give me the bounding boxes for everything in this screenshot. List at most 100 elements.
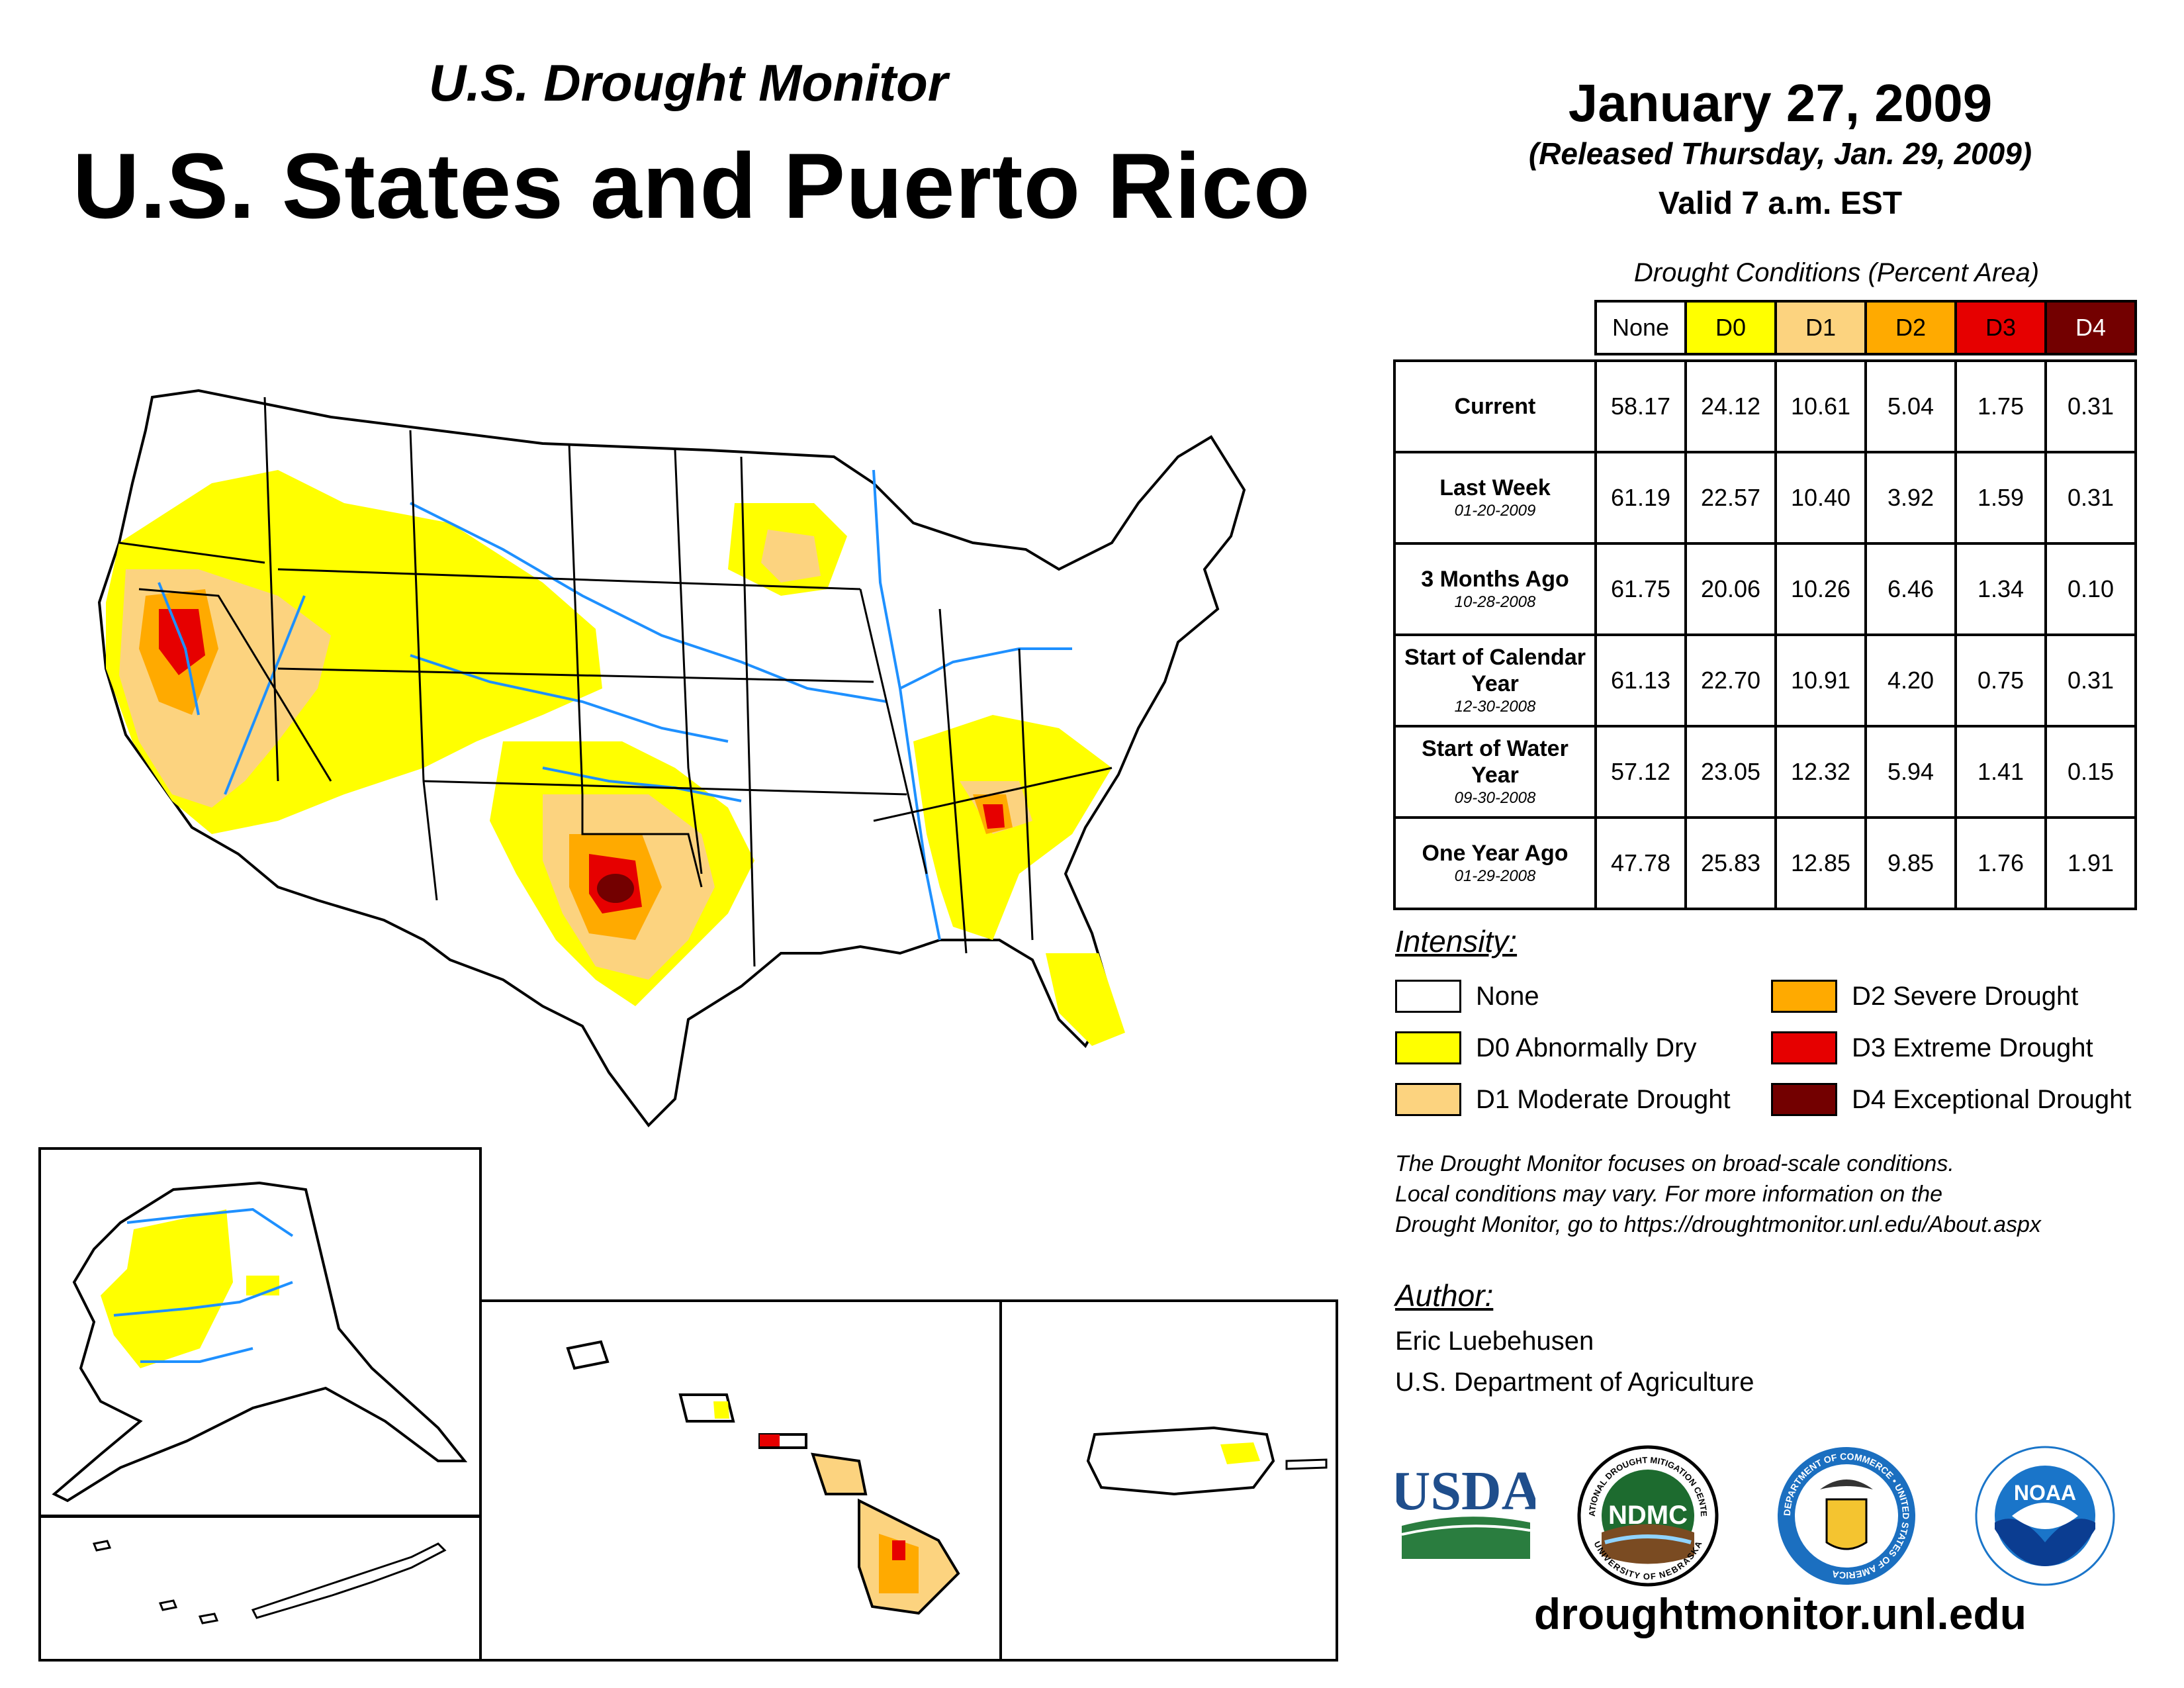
legend-item: D4 Exceptional Drought bbox=[1771, 1083, 2131, 1116]
legend-item: D3 Extreme Drought bbox=[1771, 1031, 2093, 1064]
table-cell: 9.85 bbox=[1864, 816, 1957, 910]
row-label-text: Current bbox=[1454, 394, 1536, 419]
table-cell: 0.31 bbox=[2044, 451, 2137, 545]
table-cell: 0.10 bbox=[2044, 542, 2137, 636]
table-cell: 10.61 bbox=[1774, 359, 1867, 453]
table-cell: 47.78 bbox=[1594, 816, 1687, 910]
alaska-outline bbox=[52, 1181, 468, 1503]
author-block: Eric Luebehusen U.S. Department of Agric… bbox=[1395, 1321, 1754, 1403]
table-cell: 5.94 bbox=[1864, 725, 1957, 819]
noaa-logo-text: NOAA bbox=[2014, 1481, 2076, 1505]
table-cell: 0.75 bbox=[1954, 633, 2047, 727]
table-cell: 0.31 bbox=[2044, 633, 2137, 727]
legend-label: D4 Exceptional Drought bbox=[1852, 1084, 2132, 1114]
hawaii-map bbox=[566, 1340, 960, 1615]
aleutians-map bbox=[92, 1540, 447, 1624]
drought-conditions-table: None D0 D1 D2 D3 D4 Current 58.17 24.12 10.… bbox=[1393, 300, 2137, 910]
table-caption: Drought Conditions (Percent Area) bbox=[1633, 258, 2040, 287]
ndmc-logo: NDMC NATIONAL DROUGHT MITIGATION CENTER … bbox=[1575, 1443, 1719, 1587]
header-d1: D1 bbox=[1774, 300, 1867, 355]
legend-label: D0 Abnormally Dry bbox=[1476, 1033, 1697, 1062]
table-cell: 4.20 bbox=[1864, 633, 1957, 727]
table-cell: 5.04 bbox=[1864, 359, 1957, 453]
legend-item: D1 Moderate Drought bbox=[1395, 1083, 1731, 1116]
table-row: One Year Ago 01-29-2008 47.78 25.83 12.85 9.8… bbox=[1393, 816, 2137, 910]
valid-time: Valid 7 a.m. EST bbox=[1658, 186, 1903, 221]
table-cell: 10.40 bbox=[1774, 451, 1867, 545]
table-cell: 1.91 bbox=[2044, 816, 2137, 910]
table-cell: 12.85 bbox=[1774, 816, 1867, 910]
map-date: January 27, 2009 bbox=[1568, 73, 1993, 132]
department-of-commerce-seal: DEPARTMENT OF COMMERCE • UNITED STATES O… bbox=[1778, 1447, 1915, 1585]
row-label: Start of Calendar Year 12-30-2008 bbox=[1393, 633, 1597, 727]
row-label-text: Start of Calendar Year bbox=[1404, 645, 1586, 696]
row-label-text: 3 Months Ago bbox=[1421, 567, 1569, 592]
puerto-rico-panel bbox=[999, 1299, 1338, 1662]
legend-swatch bbox=[1771, 980, 1837, 1013]
table-cell: 61.13 bbox=[1594, 633, 1687, 727]
legend-swatch bbox=[1395, 1031, 1461, 1064]
table-header-row: None D0 D1 D2 D3 D4 bbox=[1394, 300, 2137, 355]
row-label: Last Week 01-20-2009 bbox=[1393, 451, 1597, 545]
legend-swatch bbox=[1771, 1083, 1837, 1116]
table-cell: 61.75 bbox=[1594, 542, 1687, 636]
note-line-2: Local conditions may vary. For more info… bbox=[1395, 1182, 1943, 1207]
table-row: Start of Water Year 09-30-2008 57.12 23.05 1… bbox=[1393, 725, 2137, 819]
legend-swatch bbox=[1771, 1031, 1837, 1064]
table-cell: 1.75 bbox=[1954, 359, 2047, 453]
table-cell: 23.05 bbox=[1684, 725, 1777, 819]
alaska-d0 bbox=[101, 1209, 233, 1368]
d4-region bbox=[597, 874, 634, 903]
row-date: 10-28-2008 bbox=[1454, 593, 1536, 611]
hawaii-d3-small bbox=[760, 1434, 780, 1446]
row-date: 01-29-2008 bbox=[1454, 867, 1536, 885]
header-d3: D3 bbox=[1954, 300, 2047, 355]
alaska-map bbox=[52, 1181, 468, 1503]
map-title: U.S. States and Puerto Rico bbox=[72, 134, 1311, 238]
legend-item: D0 Abnormally Dry bbox=[1395, 1031, 1696, 1064]
legend-swatch bbox=[1395, 1083, 1461, 1116]
usda-logo-text: USDA bbox=[1396, 1460, 1535, 1522]
header-d0: D0 bbox=[1684, 300, 1777, 355]
legend-item: None bbox=[1395, 980, 1539, 1013]
legend-label: D1 Moderate Drought bbox=[1476, 1084, 1731, 1114]
table-cell: 1.59 bbox=[1954, 451, 2047, 545]
table-row: Last Week 01-20-2009 61.19 22.57 10.40 3.92 1.… bbox=[1393, 451, 2137, 545]
usda-logo: USDA bbox=[1396, 1460, 1535, 1559]
ndmc-logo-text: NDMC bbox=[1608, 1501, 1688, 1530]
hawaii-d2 bbox=[879, 1534, 919, 1593]
table-cell: 57.12 bbox=[1594, 725, 1687, 819]
row-date: 01-20-2009 bbox=[1454, 502, 1536, 520]
noaa-logo: NOAA bbox=[1975, 1446, 2115, 1586]
author-name: Eric Luebehusen bbox=[1395, 1327, 1594, 1356]
table-cell: 22.57 bbox=[1684, 451, 1777, 545]
row-label-text: One Year Ago bbox=[1422, 841, 1569, 866]
author-heading: Author: bbox=[1395, 1278, 1494, 1313]
note-line-1: The Drought Monitor focuses on broad-sca… bbox=[1395, 1151, 1954, 1176]
state-borders bbox=[118, 397, 1113, 967]
table-cell: 3.92 bbox=[1864, 451, 1957, 545]
table-cell: 22.70 bbox=[1684, 633, 1777, 727]
map-subtitle: U.S. Drought Monitor bbox=[428, 54, 948, 112]
row-label-text: Last Week bbox=[1439, 475, 1551, 500]
table-cell: 10.26 bbox=[1774, 542, 1867, 636]
table-cell: 20.06 bbox=[1684, 542, 1777, 636]
legend-swatch bbox=[1395, 980, 1461, 1013]
header-none: None bbox=[1594, 300, 1687, 355]
release-date: (Released Thursday, Jan. 29, 2009) bbox=[1528, 136, 2032, 171]
table-cell: 58.17 bbox=[1594, 359, 1687, 453]
table-cell: 1.76 bbox=[1954, 816, 2047, 910]
table-cell: 10.91 bbox=[1774, 633, 1867, 727]
table-cell: 6.46 bbox=[1864, 542, 1957, 636]
author-org: U.S. Department of Agriculture bbox=[1395, 1368, 1754, 1397]
row-label: Current bbox=[1393, 359, 1597, 453]
hawaii-d0 bbox=[713, 1401, 729, 1419]
table-row: Current 58.17 24.12 10.61 5.04 1.75 0.31 bbox=[1393, 359, 2137, 453]
table-cell: 24.12 bbox=[1684, 359, 1777, 453]
vieques-island bbox=[1285, 1458, 1328, 1470]
header-d2: D2 bbox=[1864, 300, 1957, 355]
conus-map bbox=[97, 389, 1246, 1128]
legend-label: D2 Severe Drought bbox=[1852, 981, 2079, 1011]
legend-label: None bbox=[1476, 981, 1539, 1011]
footer-url[interactable]: droughtmonitor.unl.edu bbox=[1533, 1589, 2027, 1638]
